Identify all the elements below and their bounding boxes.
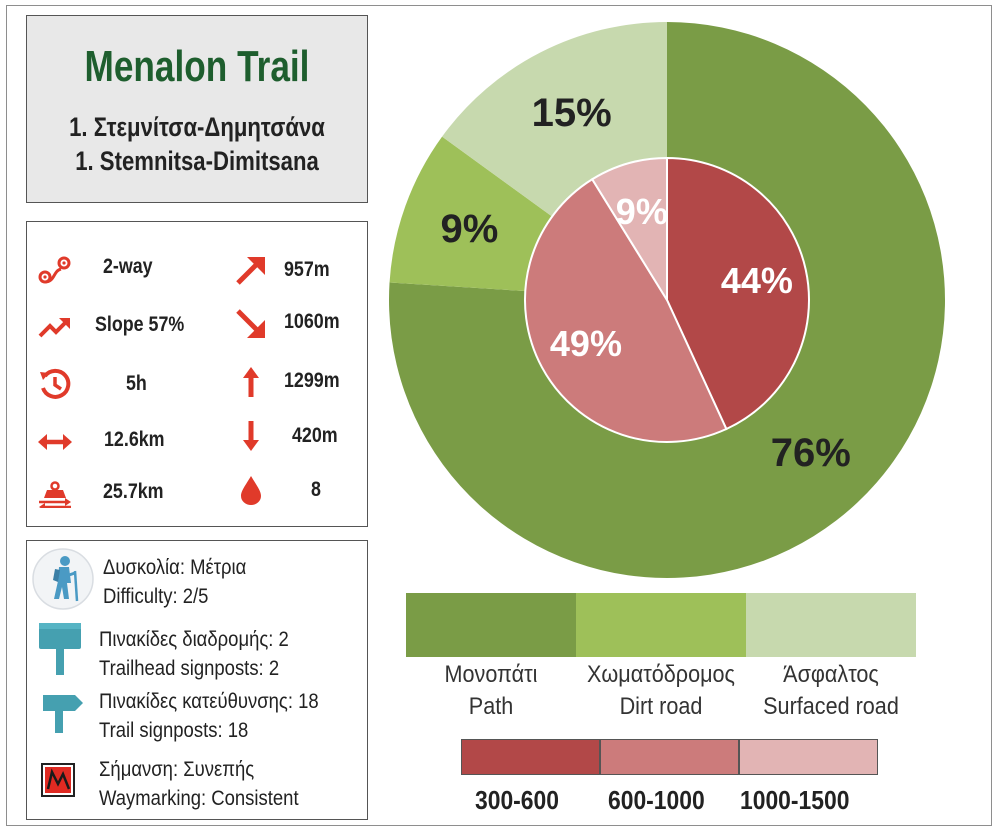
altitude-legend-label-0: 300-600 xyxy=(475,785,559,815)
slope-icon xyxy=(38,318,70,338)
max-altitude-value: 1299m xyxy=(284,369,340,392)
surface-legend-swatch-0 xyxy=(406,593,576,657)
directions-value: 2-way xyxy=(103,255,153,278)
title-card: Menalon Trail 1. Στεμνίτσα-Δημητσάνα 1. … xyxy=(26,15,368,203)
difficulty-english: Difficulty: 2/5 xyxy=(103,585,209,608)
info-card: Δυσκολία: Μέτρια Difficulty: 2/5 Πινακίδ… xyxy=(26,540,368,820)
trail-signposts-greek: Πινακίδες κατεύθυνσης: 18 xyxy=(99,690,319,713)
surface-legend-english-1: Dirt road xyxy=(619,693,703,720)
surface-legend-label-1: Χωματόδρομος Dirt road xyxy=(567,659,756,723)
inner-slice-2 xyxy=(590,156,668,304)
hiker-icon xyxy=(32,548,94,610)
outer-slice-label-2: 15% xyxy=(532,91,612,135)
surface-legend-greek-1: Χωματόδρομος xyxy=(587,661,735,688)
route-icon xyxy=(38,256,71,284)
ascent-value: 957m xyxy=(284,258,330,281)
max-altitude-icon xyxy=(243,367,259,397)
inner-slice-label-0: 44% xyxy=(721,260,793,301)
inner-slice-label-2: 9% xyxy=(616,191,668,232)
water-drop-icon xyxy=(241,476,261,505)
difficulty-greek: Δυσκολία: Μέτρια xyxy=(103,556,247,579)
surface-legend-english-0: Path xyxy=(468,693,514,720)
outer-slice-0 xyxy=(388,22,945,578)
altitude-legend-swatch-1 xyxy=(600,739,739,775)
outer-frame xyxy=(6,5,992,826)
trail-name-greek: 1. Στεμνίτσα-Δημητσάνα xyxy=(69,112,325,142)
trail-signposts-english: Trail signposts: 18 xyxy=(99,719,249,742)
inner-slice-label-1: 49% xyxy=(550,323,622,364)
waymark-icon xyxy=(41,763,75,797)
descent-arrow-icon xyxy=(236,309,265,338)
min-altitude-icon xyxy=(243,421,259,451)
min-altitude-value: 420m xyxy=(292,424,338,447)
waymarking-info: Σήμανση: Συνεπής Waymarking: Consistent xyxy=(99,755,299,813)
trailhead-signposts-info: Πινακίδες διαδρομής: 2 Trailhead signpos… xyxy=(99,625,289,683)
trail-signpost-icon xyxy=(43,695,83,733)
water-sources-value: 8 xyxy=(311,478,321,501)
surface-legend-english-2: Surfaced road xyxy=(763,693,899,720)
inner-slice-0 xyxy=(666,156,810,431)
trailhead-signposts-english: Trailhead signposts: 2 xyxy=(99,657,280,680)
trailhead-signposts-greek: Πινακίδες διαδρομής: 2 xyxy=(99,628,289,651)
surface-legend-greek-0: Μονοπάτι xyxy=(444,661,538,688)
outer-slice-label-0: 76% xyxy=(771,431,851,475)
altitude-legend-swatch-2 xyxy=(739,739,878,775)
duration-value: 5h xyxy=(126,372,147,395)
altitude-legend-label-1: 600-1000 xyxy=(608,785,705,815)
surface-legend-label-0: Μονοπάτι Path xyxy=(397,659,586,723)
surface-legend-swatch-1 xyxy=(576,593,746,657)
surface-legend-swatch-2 xyxy=(746,593,916,657)
effort-weight-icon xyxy=(39,481,71,508)
difficulty-info: Δυσκολία: Μέτρια Difficulty: 2/5 xyxy=(103,553,246,611)
distance-icon xyxy=(38,434,72,450)
slice-labels: 76% 9% 15% 44% 49% 9% xyxy=(441,91,851,475)
trail-signposts-info: Πινακίδες κατεύθυνσης: 18 Trail signpost… xyxy=(99,687,319,745)
waymarking-english: Waymarking: Consistent xyxy=(99,787,299,810)
surface-altitude-donut-chart: 76% 9% 15% 44% 49% 9% xyxy=(388,21,945,578)
surface-legend-label-2: Άσφαλτος Surfaced road xyxy=(737,659,926,723)
altitude-range-ring xyxy=(524,156,810,443)
inner-slice-1 xyxy=(524,177,728,443)
altitude-legend-swatch-0 xyxy=(461,739,600,775)
descent-value: 1060m xyxy=(284,310,340,333)
clock-icon xyxy=(40,368,71,399)
altitude-legend-label-2: 1000-1500 xyxy=(740,785,850,815)
stats-card: 2-way 957m Slope 57% 1060m 5h 1299m 12.6… xyxy=(26,221,368,527)
outer-slice-label-1: 9% xyxy=(441,207,499,251)
effort-distance-value: 25.7km xyxy=(103,480,164,503)
ascent-arrow-icon xyxy=(236,257,265,285)
surface-legend-greek-2: Άσφαλτος xyxy=(783,661,879,688)
trail-subtitle: 1. Στεμνίτσα-Δημητσάνα 1. Stemnitsa-Dimi… xyxy=(58,110,337,178)
trail-title: Menalon Trail xyxy=(84,42,310,91)
trailhead-signpost-icon xyxy=(39,623,81,675)
trail-name-english: 1. Stemnitsa-Dimitsana xyxy=(75,146,319,176)
waymarking-greek: Σήμανση: Συνεπής xyxy=(99,758,255,781)
distance-value: 12.6km xyxy=(104,428,165,451)
slope-value: Slope 57% xyxy=(95,313,185,336)
